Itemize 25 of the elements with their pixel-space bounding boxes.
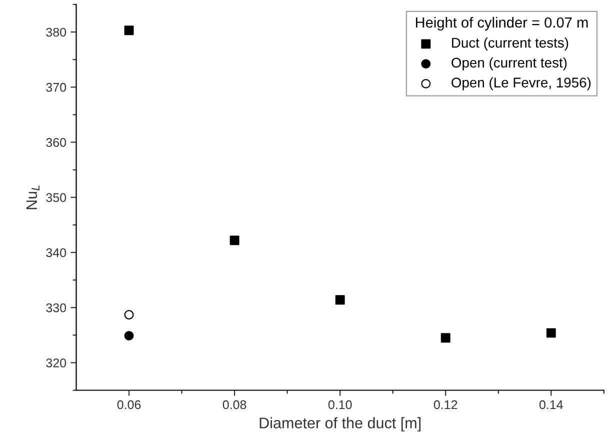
legend-label: Open (current test)	[452, 57, 567, 70]
x-tick-label: 0.12	[434, 400, 458, 410]
y-tick-label: 370	[46, 82, 66, 92]
y-tick-label: 360	[46, 138, 66, 147]
x-tick-label: 0.06	[117, 400, 141, 410]
legend-label: Duct (current tests)	[452, 38, 568, 50]
point	[124, 310, 134, 320]
point	[335, 295, 345, 305]
legend-title: Height of cylinder = 0.07 m	[416, 16, 588, 31]
x-tick-label: 0.10	[328, 400, 352, 410]
x-axis-title: Diameter of the duct [m]	[260, 417, 421, 432]
point	[124, 26, 134, 36]
y-tick-label: 330	[46, 303, 66, 312]
y-tick-label: 340	[46, 248, 66, 258]
y-tick-label: 320	[46, 358, 66, 368]
y-axis-title: Nu$_{L}$	[26, 185, 40, 210]
point	[124, 330, 134, 340]
legend-label: Open (Le Fevre, 1956)	[452, 77, 591, 90]
y-tick-label: 350	[46, 193, 66, 202]
x-tick-label: 0.08	[222, 400, 246, 410]
point	[230, 236, 240, 246]
y-tick-label: 380	[46, 28, 66, 37]
point	[546, 328, 556, 338]
x-tick-label: 0.14	[539, 400, 563, 410]
point	[440, 333, 450, 343]
